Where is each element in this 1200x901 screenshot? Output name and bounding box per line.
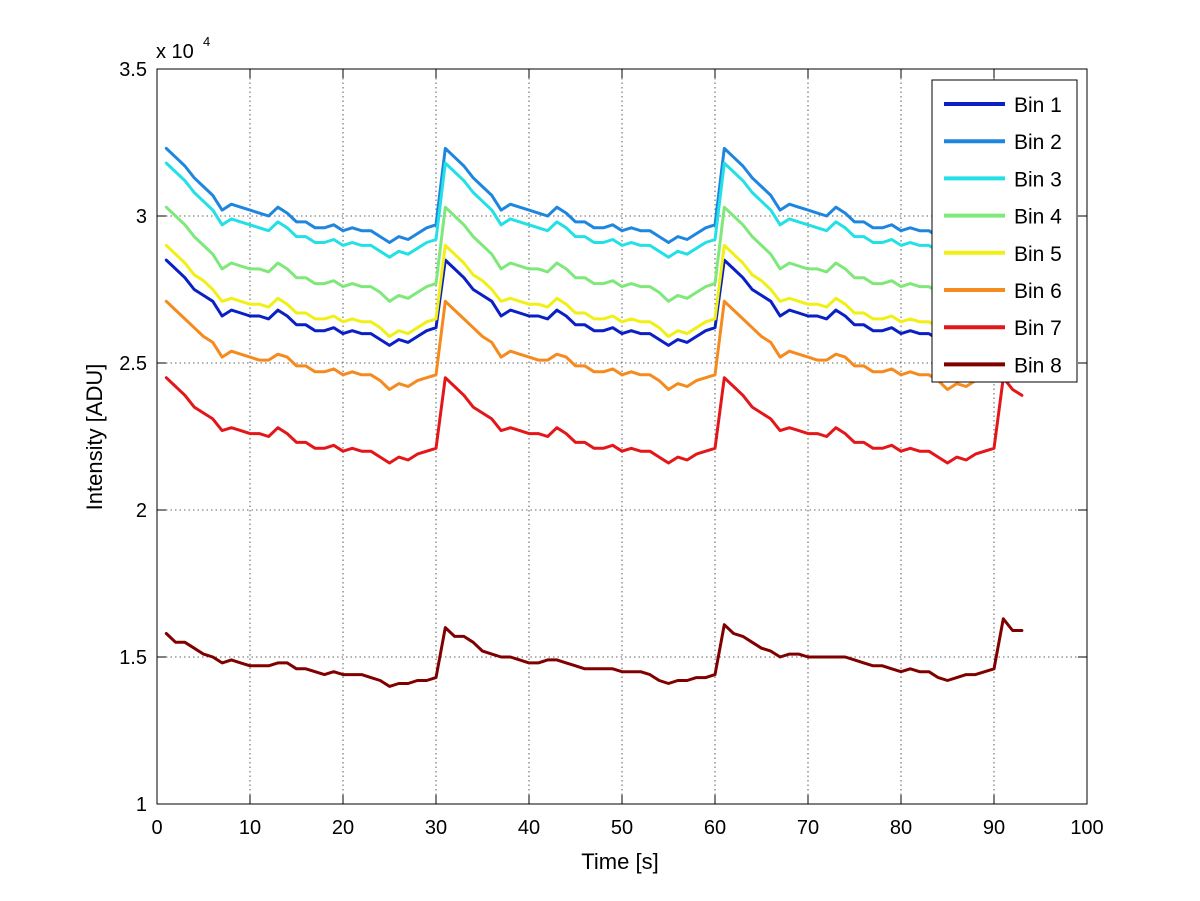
x-tick-label: 60 bbox=[704, 817, 726, 839]
x-tick-label: 30 bbox=[425, 817, 447, 839]
legend-box bbox=[931, 79, 1078, 383]
tick-marks bbox=[156, 68, 1088, 805]
legend-label-bin-4: Bin 4 bbox=[1014, 206, 1062, 229]
legend-label-bin-6: Bin 6 bbox=[1014, 280, 1062, 303]
legend-label-bin-1: Bin 1 bbox=[1014, 94, 1062, 117]
y-scale-base: x 10 bbox=[156, 41, 194, 63]
x-axis-label: Time [s] bbox=[581, 849, 658, 874]
x-tick-label: 10 bbox=[239, 817, 261, 839]
series-line-bin-6 bbox=[164, 299, 1024, 391]
series-line-bin-7 bbox=[164, 376, 1024, 465]
legend: Bin 1 Bin 2 Bin 3 Bin 4 Bin 5 Bin 6 Bin 7 Bin 8 bbox=[931, 79, 1078, 383]
y-tick-label: 3 bbox=[136, 206, 147, 228]
x-tick-label: 80 bbox=[890, 817, 912, 839]
y-tick-label: 2 bbox=[136, 500, 147, 522]
legend-label-bin-8: Bin 8 bbox=[1014, 354, 1062, 377]
x-tick-label: 50 bbox=[611, 817, 633, 839]
series-line-bin-2 bbox=[164, 146, 1024, 244]
legend-items: Bin 1 Bin 2 Bin 3 Bin 4 Bin 5 Bin 6 Bin 7 Bin 8 bbox=[944, 94, 1062, 377]
y-axis-label: Intensity [ADU] bbox=[82, 364, 107, 511]
x-tick-label: 20 bbox=[332, 817, 354, 839]
series-line-bin-4 bbox=[164, 205, 1024, 303]
series-line-bin-3 bbox=[164, 161, 1024, 259]
y-tick-label: 1.5 bbox=[119, 647, 147, 669]
legend-label-bin-7: Bin 7 bbox=[1014, 317, 1062, 340]
y-scale-exponent: 4 bbox=[203, 34, 210, 49]
x-tick-label: 100 bbox=[1070, 817, 1103, 839]
x-tick-labels: 0 10 20 30 40 50 60 70 80 90 100 bbox=[151, 817, 1103, 839]
legend-label-bin-2: Bin 2 bbox=[1014, 131, 1062, 154]
x-tick-label: 70 bbox=[797, 817, 819, 839]
x-tick-label: 0 bbox=[151, 817, 162, 839]
y-tick-label: 2.5 bbox=[119, 353, 147, 375]
x-tick-label: 90 bbox=[983, 817, 1005, 839]
legend-label-bin-3: Bin 3 bbox=[1014, 168, 1062, 191]
series-layer bbox=[164, 146, 1024, 688]
y-tick-labels: 1 1.5 2 2.5 3 3.5 bbox=[119, 59, 147, 816]
y-tick-label: 1 bbox=[136, 794, 147, 816]
series-line-bin-8 bbox=[164, 617, 1024, 688]
series-line-bin-1 bbox=[164, 258, 1024, 347]
x-tick-label: 40 bbox=[518, 817, 540, 839]
y-tick-label: 3.5 bbox=[119, 59, 147, 81]
series-line-bin-5 bbox=[164, 243, 1024, 338]
legend-label-bin-5: Bin 5 bbox=[1014, 243, 1062, 266]
